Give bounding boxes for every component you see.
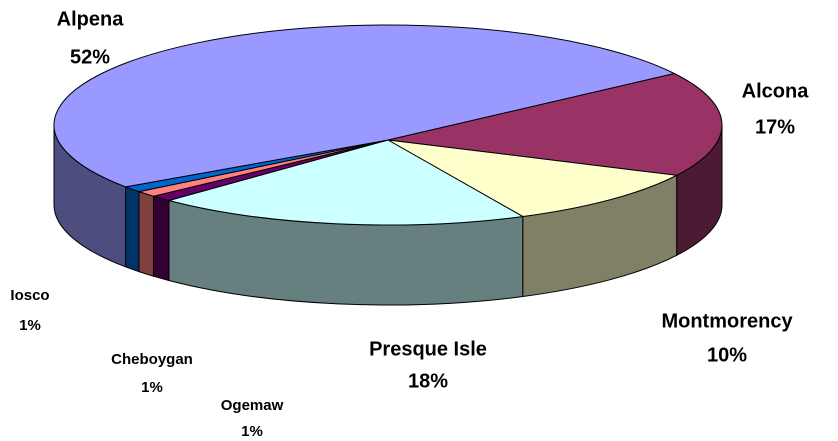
slice-value-label: 10% <box>707 344 747 366</box>
slice-label: Cheboygan <box>111 351 193 368</box>
slice-label: Alpena <box>57 8 125 30</box>
slice-label: Iosco <box>10 287 49 304</box>
pie-side <box>152 195 170 282</box>
slice-value-label: 1% <box>141 379 163 396</box>
slice-value-label: 18% <box>408 370 448 392</box>
slice-label: Alcona <box>742 80 810 102</box>
pie-slice <box>166 139 525 226</box>
slice-value-label: 1% <box>19 317 41 334</box>
pie-slice <box>53 24 676 188</box>
slice-value-label: 52% <box>70 46 110 68</box>
slice-value-label: 1% <box>241 423 263 440</box>
slice-value-label: 17% <box>755 116 795 138</box>
slice-label: Presque Isle <box>369 338 487 360</box>
slice-label: Montmorency <box>661 310 793 332</box>
pie-side <box>138 190 154 277</box>
pie-slice <box>387 139 679 218</box>
pie-side <box>125 186 140 273</box>
slice-label: Ogemaw <box>221 397 284 414</box>
